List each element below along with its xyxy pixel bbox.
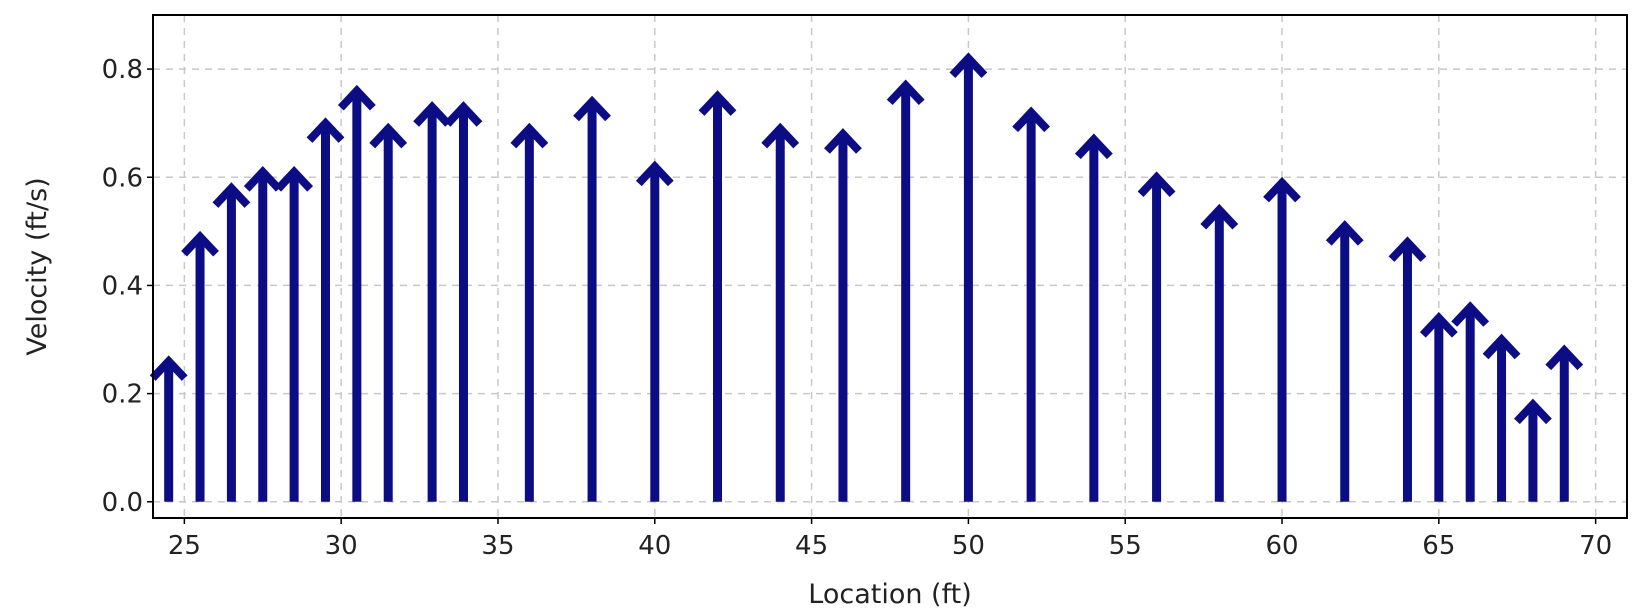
arrow-head [1074, 133, 1113, 160]
arrow-head [949, 52, 988, 79]
velocity-arrow [444, 101, 483, 502]
arrow-head [1451, 301, 1490, 327]
arrow-head [886, 79, 925, 106]
arrow-head [337, 84, 376, 111]
velocity-arrow [698, 90, 737, 502]
arrow-head [510, 122, 549, 149]
velocity-arrow [510, 122, 549, 502]
arrow-head [573, 95, 611, 122]
arrow-head [824, 128, 862, 154]
arrow-head [1012, 106, 1051, 133]
y-axis-label: Velocity (ft/s) [22, 177, 53, 355]
x-tick-label: 50 [952, 531, 985, 561]
arrow-head [698, 90, 737, 116]
arrow-head [1388, 236, 1427, 262]
arrow-head [306, 117, 345, 143]
arrow-head [1513, 398, 1552, 425]
velocity-arrow [1263, 176, 1301, 502]
velocity-arrow [1074, 133, 1113, 502]
velocity-arrow [1012, 106, 1051, 502]
arrow-head [1263, 176, 1301, 203]
arrow-head [1482, 333, 1521, 360]
x-tick-label: 35 [481, 531, 514, 561]
velocity-arrow [1482, 333, 1521, 502]
velocity-arrows [149, 52, 1584, 502]
y-axis-ticks: 0.0 0.2 0.4 0.6 0.8 [102, 55, 153, 518]
x-tick-label: 55 [1109, 531, 1142, 561]
velocity-arrow [243, 166, 282, 502]
velocity-arrow [824, 128, 862, 502]
y-tick-label: 0.4 [102, 271, 143, 301]
arrow-head [181, 230, 219, 257]
velocity-arrow [1451, 301, 1490, 502]
velocity-arrow [635, 160, 674, 502]
x-tick-label: 25 [168, 531, 201, 561]
arrow-head [761, 122, 800, 149]
plot-frame [152, 14, 1628, 519]
arrow-head [1137, 171, 1176, 197]
arrow-head [243, 166, 282, 192]
velocity-arrow [1513, 398, 1552, 502]
velocity-arrow [306, 117, 345, 502]
x-tick-label: 60 [1265, 531, 1298, 561]
velocity-arrow [886, 79, 925, 502]
y-tick-label: 0.2 [102, 380, 143, 410]
velocity-arrow [1137, 171, 1176, 502]
arrow-head [1419, 312, 1458, 338]
arrow-head [635, 160, 674, 187]
velocity-arrow [1545, 344, 1584, 502]
velocity-arrow [413, 101, 452, 502]
arrow-head [1325, 220, 1364, 246]
velocity-arrow [573, 95, 611, 502]
velocity-arrow [1325, 220, 1364, 502]
arrow-head [413, 101, 452, 127]
velocity-arrow [1419, 312, 1458, 502]
velocity-arrow [337, 84, 376, 502]
x-tick-label: 65 [1422, 531, 1455, 561]
x-axis-ticks: 25 30 35 40 45 50 55 60 65 70 [168, 518, 1612, 561]
velocity-arrow [1388, 236, 1427, 502]
x-tick-label: 45 [795, 531, 828, 561]
velocity-arrow [949, 52, 988, 502]
y-tick-label: 0.0 [102, 488, 143, 518]
velocity-arrow [761, 122, 800, 502]
velocity-arrow [1200, 203, 1239, 502]
arrow-head [369, 122, 408, 149]
arrow-head [212, 182, 251, 208]
velocity-arrow [369, 122, 408, 502]
velocity-arrow [181, 230, 219, 502]
x-axis-label: Location (ft) [808, 579, 971, 610]
x-tick-label: 40 [638, 531, 671, 561]
arrow-head [149, 355, 188, 381]
x-tick-label: 30 [325, 531, 358, 561]
arrow-head [1545, 344, 1584, 371]
velocity-arrow [212, 182, 251, 502]
arrow-head [444, 101, 483, 127]
y-tick-label: 0.8 [102, 55, 143, 85]
arrow-head [1200, 203, 1239, 230]
velocity-arrow [275, 166, 314, 502]
y-tick-label: 0.6 [102, 163, 143, 193]
arrow-head [275, 166, 314, 192]
velocity-arrow [149, 355, 188, 502]
x-tick-label: 70 [1579, 531, 1612, 561]
